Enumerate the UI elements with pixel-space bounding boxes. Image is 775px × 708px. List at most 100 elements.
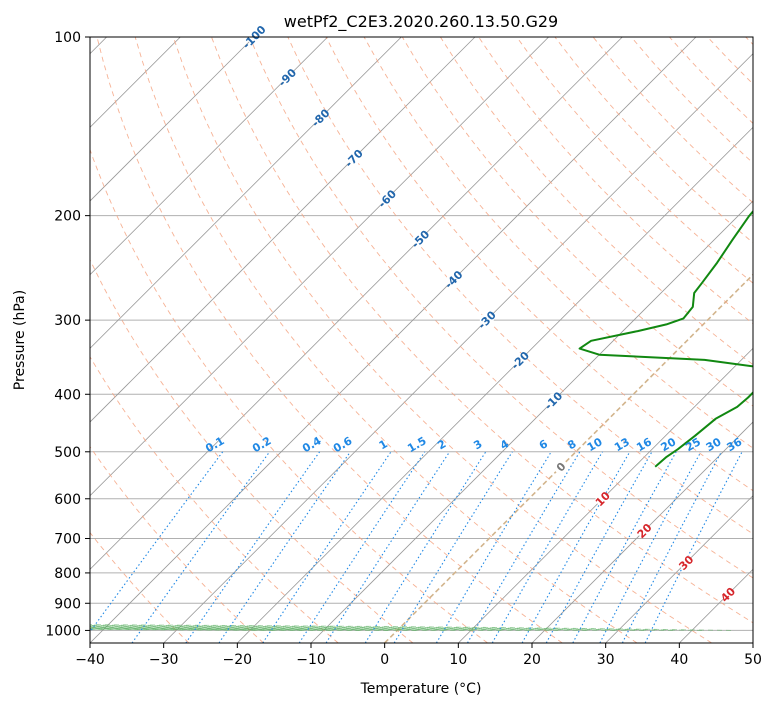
x-tick-label: 20 [523, 652, 541, 668]
isotherm-line [90, 37, 623, 570]
x-tick-label: 30 [597, 652, 615, 668]
isotherm-line [90, 37, 476, 423]
mixing-ratio-label: 3 [471, 437, 484, 452]
isotherm-label-bg [479, 312, 494, 327]
isotherm-line [163, 53, 753, 643]
isotherm-label-bg [637, 523, 652, 538]
isotherm-label-bg [513, 353, 528, 368]
x-axis-title: Temperature (°C) [360, 681, 482, 697]
mixing-ratio-line [599, 451, 702, 643]
x-tick-label: 50 [744, 652, 762, 668]
isotherm-label-bg [595, 491, 610, 506]
mixing-ratio-line [185, 451, 321, 643]
dry-adiabat [401, 37, 753, 407]
background-lines [90, 37, 753, 643]
y-tick-label: 800 [54, 566, 81, 582]
x-tick-label: −40 [75, 652, 105, 668]
isotherm-line [310, 200, 753, 643]
moist-adiabat [90, 625, 673, 631]
dry-adiabat [745, 37, 753, 46]
mixing-ratio-label: 2 [435, 437, 448, 452]
temperature-profile-line [762, 37, 775, 467]
mixing-ratio-line [467, 451, 581, 643]
dry-adiabat [516, 37, 753, 284]
isotherm-label-bg [413, 232, 428, 247]
mixing-ratio-line [572, 451, 677, 643]
y-tick-label: 600 [54, 492, 81, 508]
y-axis-title: Pressure (hPa) [12, 290, 28, 390]
isotherm-label: -70 [343, 147, 366, 170]
isotherm-label: -80 [309, 106, 332, 129]
isotherm-line [90, 37, 549, 497]
y-tick-label: 400 [54, 387, 81, 403]
dry-adiabat [134, 37, 638, 643]
x-tick-label: −20 [223, 652, 253, 668]
dry-adiabat [478, 37, 753, 325]
y-tick-label: 300 [54, 313, 81, 329]
y-tick-label: 1000 [45, 623, 81, 639]
isotherm-line [90, 37, 697, 643]
mixing-ratio-line [364, 451, 487, 643]
isotherm-line [384, 273, 753, 643]
dry-adiabat [90, 258, 414, 643]
isotherm-label-bg [380, 191, 395, 206]
isotherm-label-bg [546, 393, 561, 408]
isotherm-label: 10 [593, 489, 613, 509]
mixing-ratio-line [644, 451, 743, 643]
x-tick-label: 40 [670, 652, 688, 668]
isotherm-line [605, 495, 753, 643]
x-tick-label: 10 [449, 652, 467, 668]
isotherm-line [90, 37, 255, 202]
isotherm-label: -20 [509, 349, 532, 372]
y-tick-label: 500 [54, 445, 81, 461]
mixing-ratio-label: 6 [537, 437, 550, 452]
data-traces [578, 37, 775, 468]
dry-adiabat [90, 531, 190, 643]
dry-adiabat [707, 37, 753, 85]
isotherm-label: -90 [276, 66, 299, 89]
mixing-ratio-line [262, 451, 392, 643]
isotherm-line [90, 37, 402, 349]
isotherm-label: 40 [718, 585, 738, 605]
mixing-ratio-line [218, 451, 351, 643]
dry-adiabat [211, 37, 753, 624]
y-tick-label: 100 [54, 30, 81, 46]
dry-adiabat [554, 37, 753, 244]
dry-adiabat [90, 355, 339, 643]
mixing-ratio-line [545, 451, 653, 643]
x-tick-label: −10 [296, 652, 326, 668]
isotherm-label-bg [446, 272, 461, 287]
isotherm-line [679, 568, 753, 643]
dry-adiabat [669, 37, 753, 125]
isotherm-label: -40 [442, 268, 465, 291]
x-tick-label: −30 [149, 652, 179, 668]
isotherm-label: -50 [409, 228, 432, 251]
dewpoint-profile-line [578, 209, 753, 468]
dry-adiabat [592, 37, 753, 204]
isotherm-label-bg [553, 459, 568, 474]
mixing-ratio-line [131, 451, 271, 643]
y-tick-label: 200 [54, 209, 81, 225]
isotherm-label: 30 [676, 553, 696, 573]
isotherm-label-bg [679, 555, 694, 570]
isotherm-line [237, 126, 753, 643]
mixing-ratio-line [325, 451, 451, 643]
mixing-ratio-line [298, 451, 426, 643]
isotherm-label: -10 [542, 389, 565, 412]
isotherm-line [90, 37, 328, 276]
mixing-ratio-line [90, 451, 224, 633]
chart-title: wetPf2_C2E3.2020.260.13.50.G29 [284, 12, 558, 32]
y-tick-label: 900 [54, 596, 81, 612]
isotherm-line [752, 642, 753, 643]
dry-adiabat [96, 37, 563, 643]
dry-adiabat [90, 148, 488, 643]
mixing-ratio-line [491, 451, 603, 643]
dry-adiabat [172, 37, 712, 643]
isotherm-label-bg [346, 151, 361, 166]
isotherm-label-bg [313, 110, 328, 125]
mixing-ratio-line [435, 451, 552, 643]
moist-adiabat [90, 624, 732, 631]
dry-adiabat [249, 37, 753, 579]
axes: −40 −30 −20 −10 0 10 20 30 40 50 100 200 300 400 500 60… [45, 30, 762, 668]
mixing-ratio-line [521, 451, 631, 643]
